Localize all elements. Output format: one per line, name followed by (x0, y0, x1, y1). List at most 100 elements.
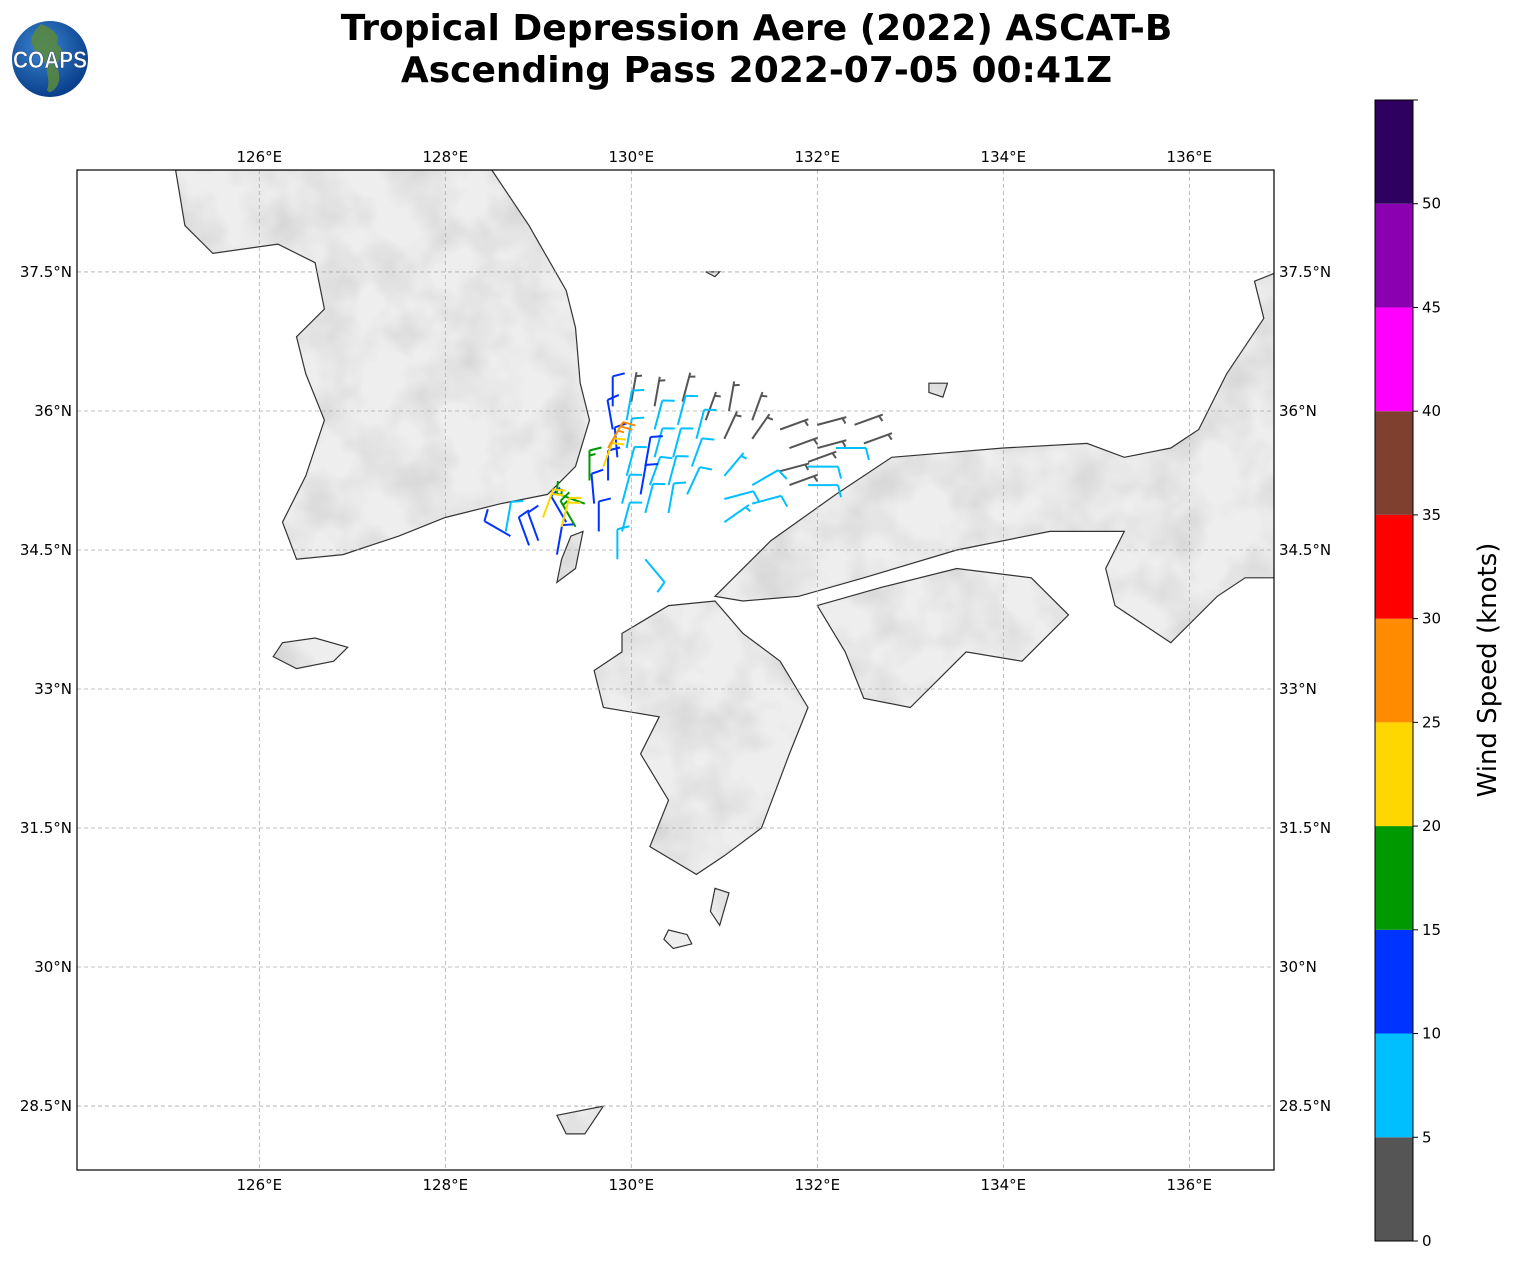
coastline-yakushima (663, 929, 693, 950)
wind-barb (560, 496, 582, 528)
barb-full (645, 462, 659, 466)
barb-full (589, 446, 602, 452)
colorbar: 0 5 10 15 20 25 30 35 40 45 50 (1374, 99, 1441, 1250)
wind-barb (625, 388, 645, 421)
barb-staff (676, 395, 687, 426)
colorbar-bin (1375, 514, 1413, 619)
barb-full (631, 416, 645, 420)
wind-barb (695, 408, 717, 440)
wind-barb (724, 490, 761, 503)
gridlines (77, 170, 1274, 1170)
barb-half (589, 453, 596, 457)
barb-staff (639, 464, 647, 495)
lon-tick-label: 130°E (609, 1176, 655, 1194)
lat-tick-label: 33°N (34, 680, 72, 698)
barb-staff (690, 438, 703, 467)
barb-full (622, 421, 636, 427)
coaps-logo: COAPS (12, 21, 88, 97)
wind-barb (625, 416, 645, 449)
wind-barb (542, 488, 566, 518)
coastline-shikoku (816, 567, 1070, 709)
colorbar-bin (1375, 307, 1413, 412)
barb-staff (817, 439, 847, 450)
wind-barb (779, 418, 809, 431)
lat-tick-label: 30°N (1279, 958, 1317, 976)
colorbar-bin (1375, 618, 1413, 723)
barb-staff (779, 418, 809, 431)
barb-staff (724, 490, 754, 500)
barb-full (650, 435, 663, 439)
wind-barb (644, 482, 666, 514)
wind-barb (602, 437, 627, 467)
colorbar-bin (1375, 1137, 1413, 1241)
lon-tick-label: 134°E (981, 1176, 1027, 1194)
svg-text:COAPS: COAPS (13, 47, 87, 74)
barb-full (551, 493, 564, 497)
barb-staff (789, 436, 818, 449)
wind-barb (639, 462, 659, 495)
wind-barb (690, 437, 715, 467)
barb-half (562, 500, 569, 506)
lat-tick-label: 31.5°N (20, 819, 72, 837)
coastline-tsushima (555, 530, 584, 584)
barb-staff (751, 469, 779, 486)
barb-full (699, 466, 713, 471)
barb-full (660, 455, 673, 460)
barb-staff (559, 500, 577, 528)
lon-tick-label: 126°E (236, 1176, 282, 1194)
barb-full (591, 468, 604, 475)
barb-staff (667, 483, 675, 514)
barb-staff (723, 504, 750, 523)
wind-barb (723, 452, 748, 477)
lat-tick-label: 31.5°N (1279, 819, 1331, 837)
barb-staff (648, 456, 662, 486)
wind-barb (625, 445, 647, 477)
barb-full (555, 480, 559, 494)
barb-full (559, 491, 571, 502)
axis-ticks: 126°E 126°E 128°E 128°E 130°E 130°E 132°E 132°E… (20, 148, 1331, 1194)
wind-barb (672, 427, 694, 458)
wind-barb (686, 466, 713, 495)
barb-staff (723, 411, 738, 440)
wind-barb (723, 504, 751, 523)
barb-staff (625, 446, 636, 477)
barb-half (813, 475, 819, 482)
map-frame (76, 169, 1275, 1171)
lat-tick-label: 36°N (34, 402, 72, 420)
coastline-tanegashima (709, 887, 730, 927)
barb-full (612, 372, 625, 378)
barb-staff (789, 473, 818, 487)
wind-barb (863, 432, 893, 445)
lat-tick-label: 36°N (1279, 402, 1317, 420)
wind-barb (630, 371, 643, 402)
wind-barb (751, 391, 768, 421)
wind-barb (807, 450, 837, 463)
wind-barb (681, 372, 696, 402)
wind-barb (808, 484, 843, 498)
wind-barb (621, 473, 643, 504)
wind-barb (653, 427, 675, 458)
wind-barb (588, 446, 602, 481)
colorbar-tick-label: 15 (1422, 921, 1441, 939)
colorbar-tick-label: 30 (1422, 610, 1441, 628)
wind-barb (704, 391, 721, 421)
lon-tick-label: 128°E (423, 148, 469, 166)
chart-title: Tropical Depression Aere (2022) ASCAT-B … (0, 8, 1513, 92)
barb-full (777, 469, 788, 480)
barb-full (527, 504, 539, 514)
barb-staff (613, 427, 619, 458)
colorbar-bin (1375, 100, 1413, 204)
barb-full (673, 481, 687, 485)
colorbar-tick-label: 10 (1422, 1025, 1441, 1043)
wind-barb (817, 416, 847, 426)
wind-barb (751, 469, 788, 486)
barb-staff (667, 455, 678, 486)
lat-tick-label: 34.5°N (20, 541, 72, 559)
lon-tick-label: 132°E (795, 1176, 841, 1194)
barb-full (613, 437, 627, 441)
barb-staff (504, 501, 512, 532)
colorbar-bin (1375, 1033, 1413, 1138)
colorbar-tick-label: 0 (1422, 1232, 1432, 1250)
barb-full (752, 490, 761, 503)
barb-half (841, 417, 847, 425)
